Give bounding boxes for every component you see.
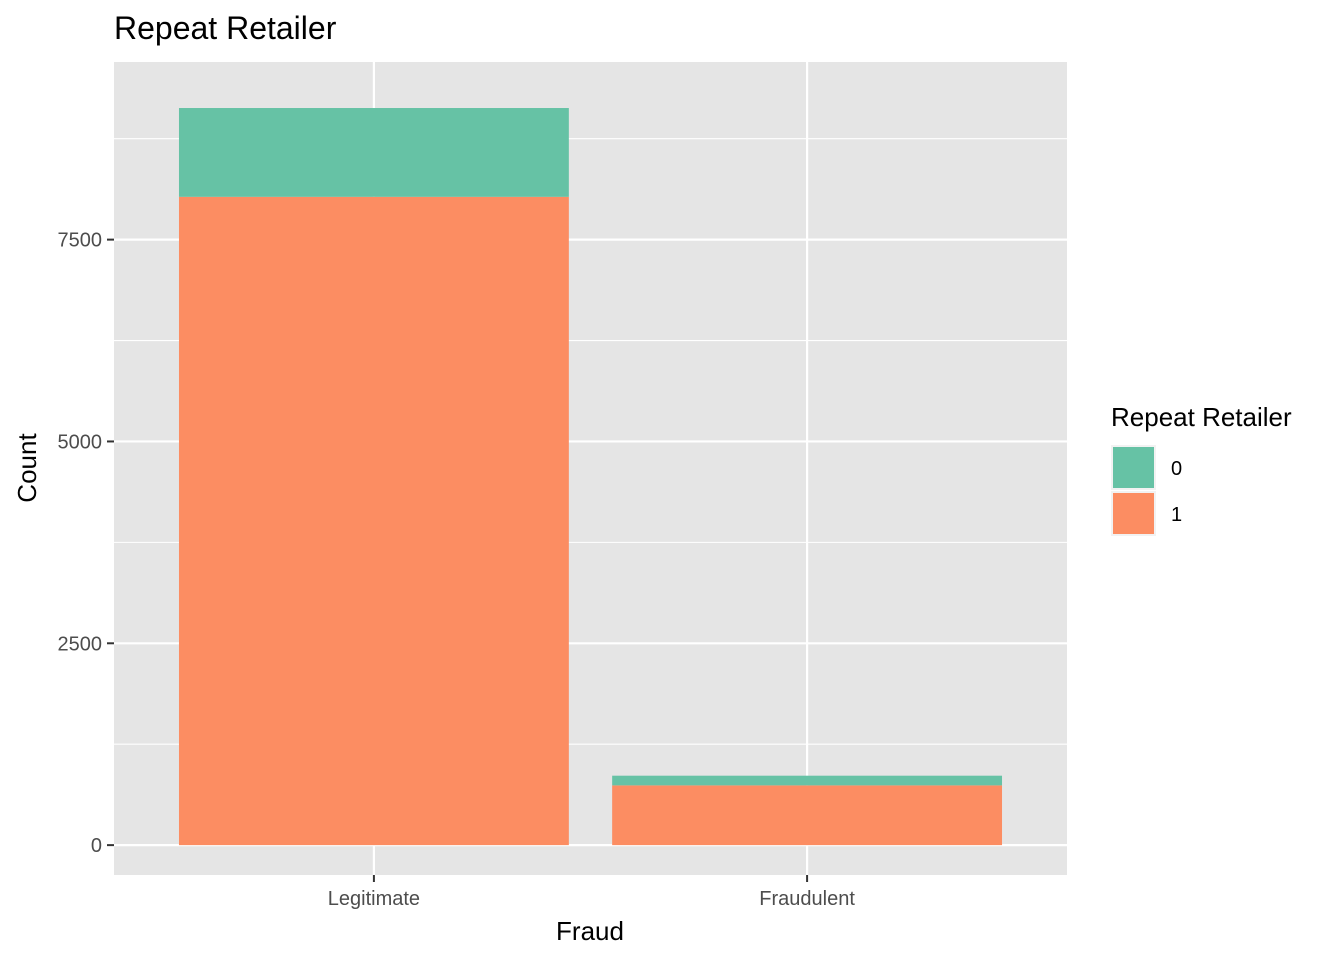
legend: Repeat Retailer 01 — [1111, 402, 1292, 536]
legend-title: Repeat Retailer — [1111, 402, 1292, 432]
x-axis: Legitimate Fraudulent — [328, 875, 855, 910]
legend-key-0 — [1113, 447, 1154, 488]
bar-legitimate-series-0 — [178, 108, 569, 197]
x-axis-title: Fraud — [556, 916, 624, 946]
bars — [178, 108, 1003, 846]
legend-key-1 — [1113, 493, 1154, 534]
legend-entries: 01 — [1111, 445, 1182, 536]
y-axis: 0 2500 5000 7500 — [58, 230, 114, 857]
legend-label-0: 0 — [1171, 458, 1182, 480]
legend-label-1: 1 — [1171, 504, 1182, 526]
bar-legitimate-series-1 — [178, 196, 569, 846]
bar-fraudulent-series-0 — [612, 775, 1003, 786]
chart-title: Repeat Retailer — [114, 10, 337, 46]
y-tick-label-2: 5000 — [58, 431, 103, 453]
y-axis-title: Count — [12, 433, 42, 503]
y-tick-label-0: 0 — [91, 835, 102, 857]
x-tick-label-1: Fraudulent — [759, 888, 855, 910]
y-tick-label-3: 7500 — [58, 230, 103, 252]
y-tick-label-1: 2500 — [58, 633, 103, 655]
bar-fraudulent-series-1 — [612, 785, 1003, 846]
x-tick-label-0: Legitimate — [328, 888, 420, 910]
